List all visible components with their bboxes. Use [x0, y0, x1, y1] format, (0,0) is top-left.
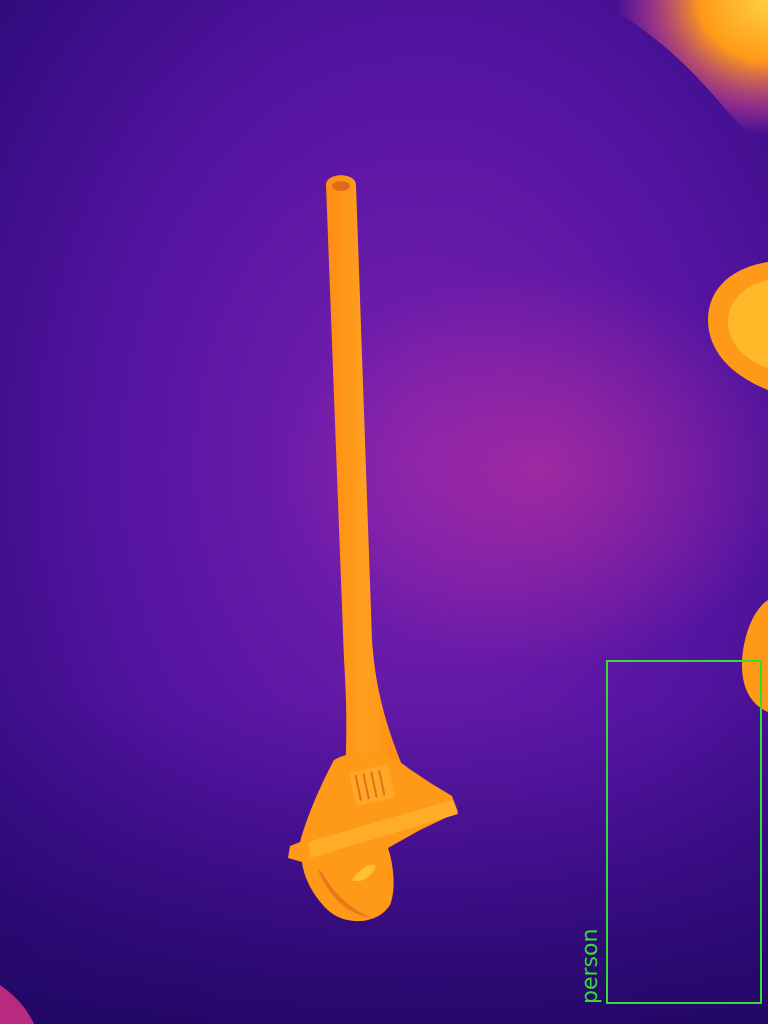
wrench: [288, 175, 458, 922]
detection-label: person: [578, 928, 603, 1004]
warm-object-top-right: [600, 0, 768, 150]
person-detection-box: [606, 660, 762, 1004]
